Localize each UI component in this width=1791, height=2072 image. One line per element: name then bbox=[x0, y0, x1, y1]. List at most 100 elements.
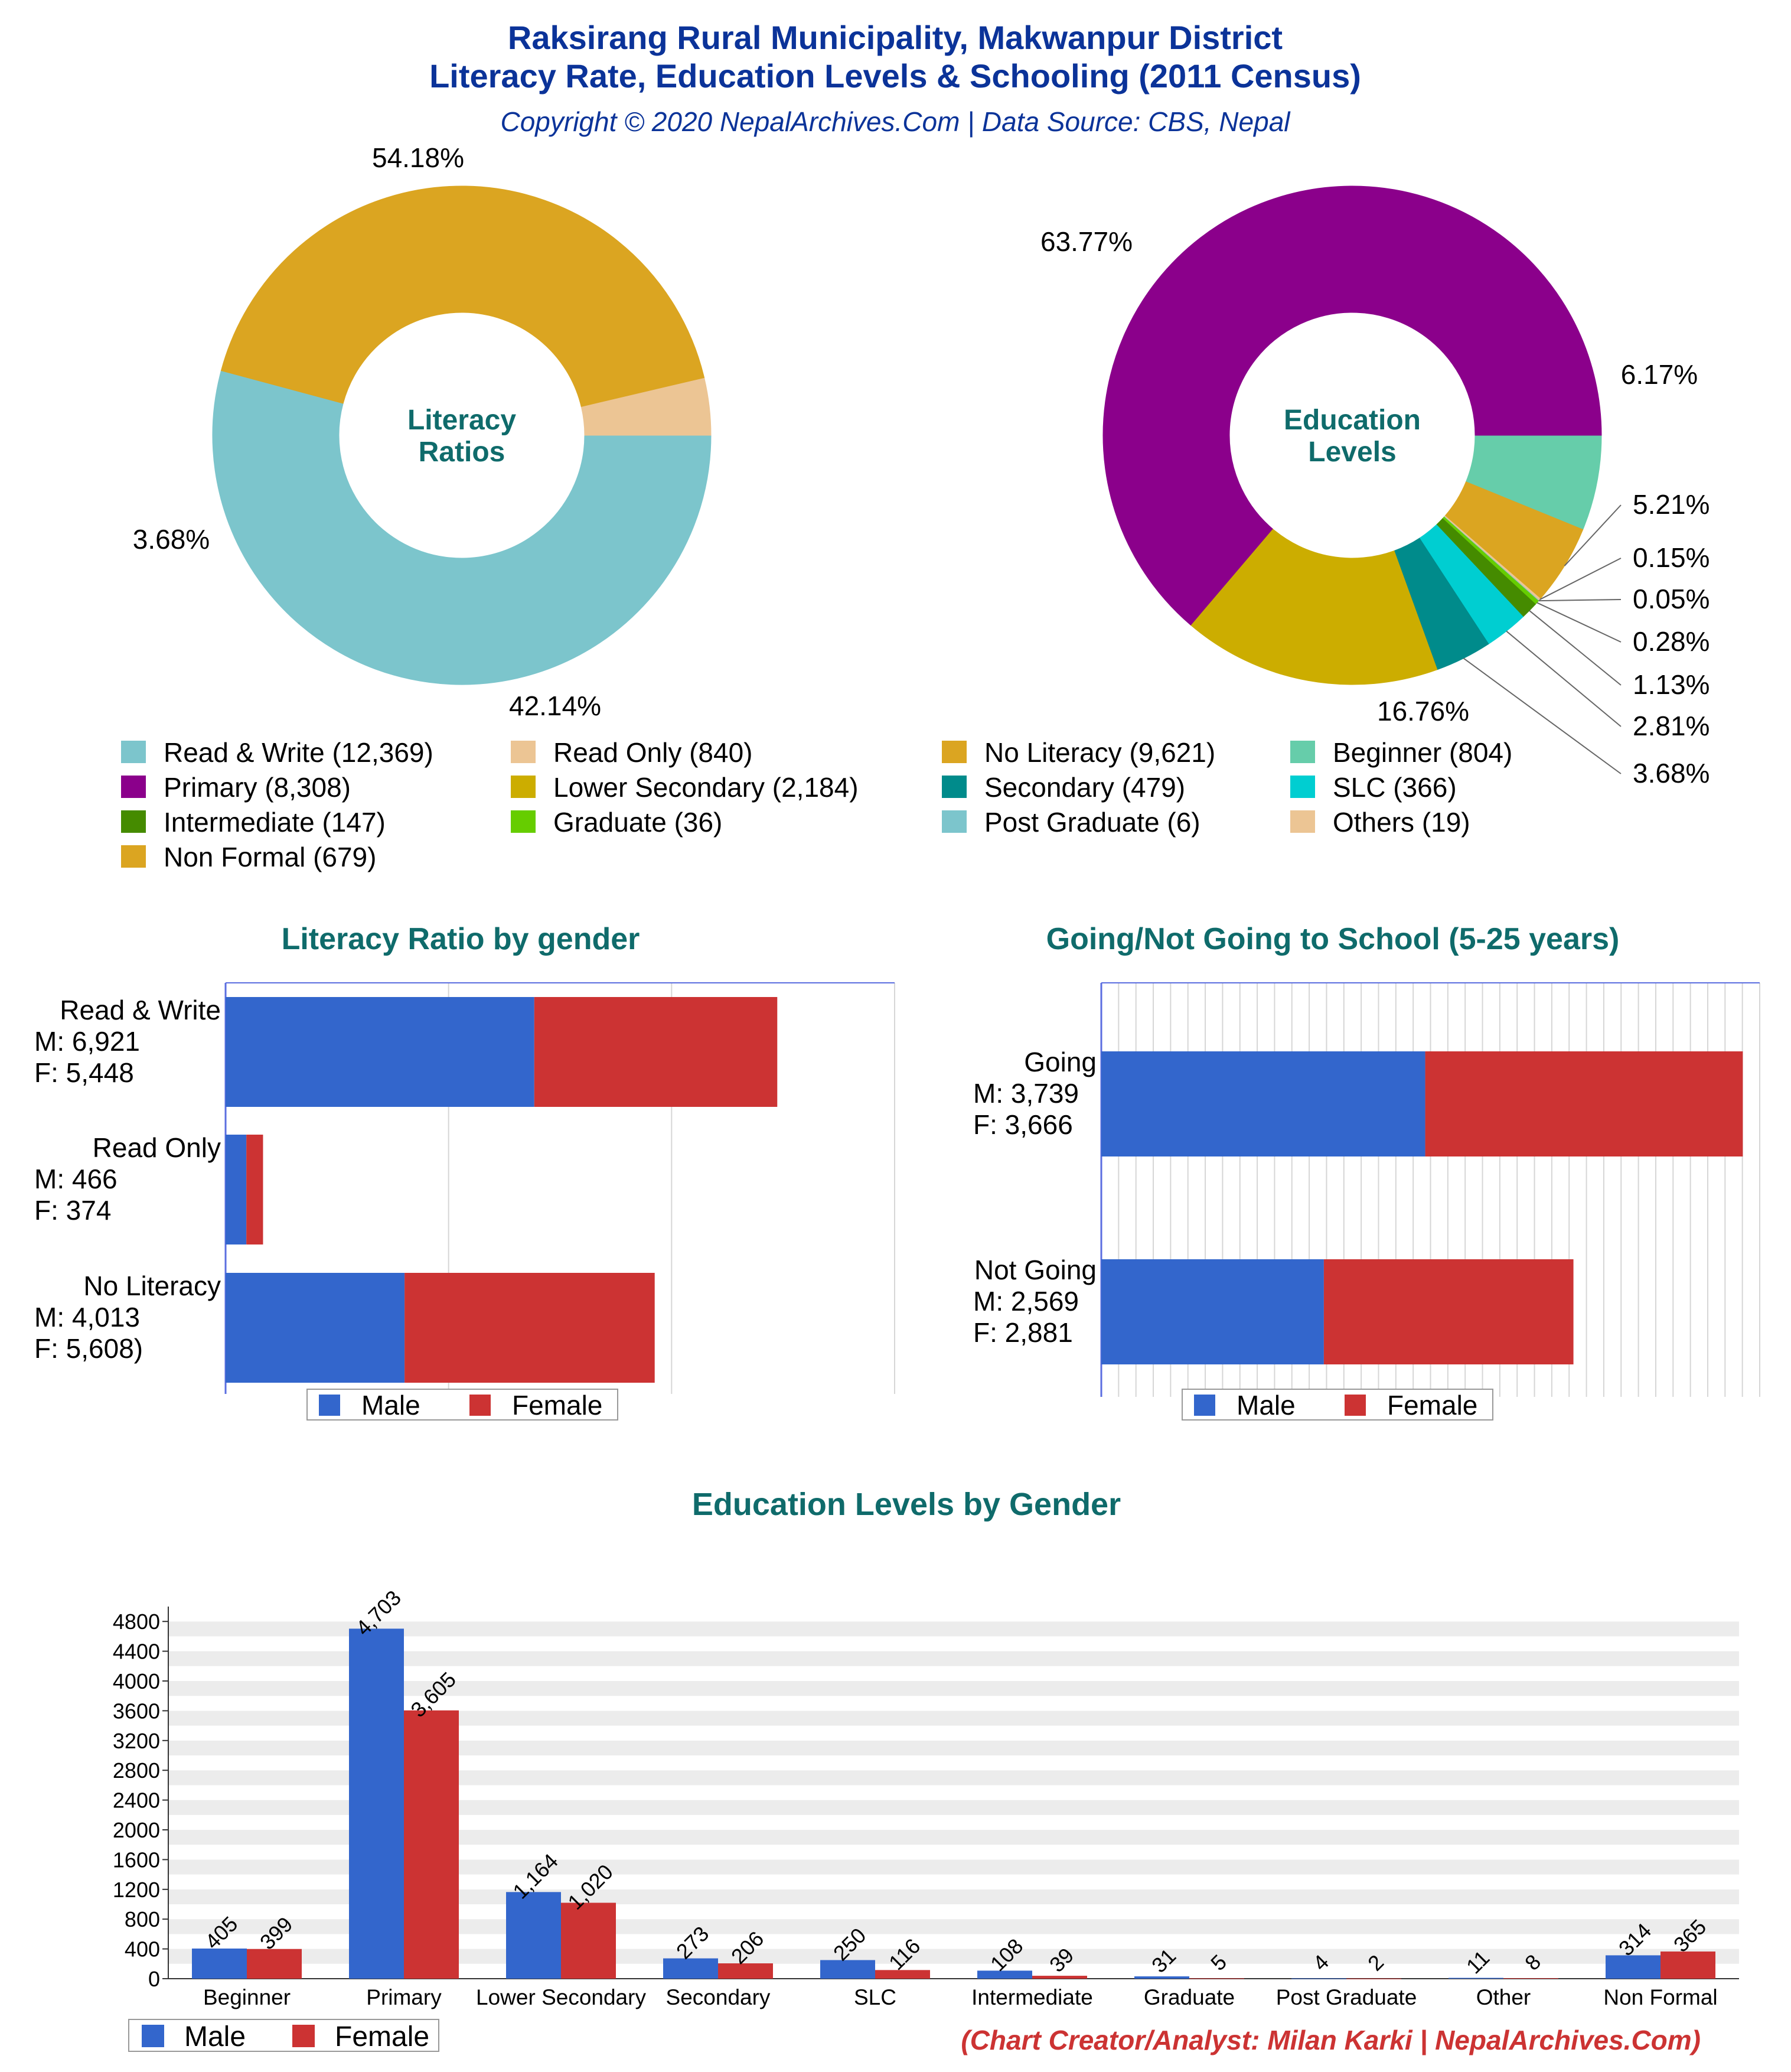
category-label: Read Only bbox=[93, 1132, 221, 1163]
x-tick-label: Other bbox=[1476, 1985, 1531, 2009]
legend-swatch bbox=[121, 845, 146, 868]
category-label: M: 466 bbox=[34, 1164, 118, 1194]
donut-slice-lower-secondary bbox=[1190, 528, 1438, 685]
donut-percent-label: 16.76% bbox=[1377, 696, 1469, 726]
legend-swatch bbox=[142, 2025, 164, 2047]
legend-swatch bbox=[469, 1395, 491, 1416]
donut-percent-label: 5.21% bbox=[1633, 489, 1710, 520]
legend-swatch bbox=[942, 810, 967, 833]
legend-swatch bbox=[942, 741, 967, 763]
chart-legend-box bbox=[128, 2019, 439, 2052]
legend-swatch bbox=[121, 810, 146, 833]
legend-swatch bbox=[1290, 776, 1315, 798]
legend-label: Intermediate (147) bbox=[164, 807, 386, 838]
grid-band bbox=[168, 1696, 1739, 1711]
legend-swatch bbox=[1290, 741, 1315, 763]
y-tick-label: 3600 bbox=[113, 1699, 160, 1723]
legend-label: Beginner (804) bbox=[1333, 737, 1512, 768]
donut-percent-label: 6.17% bbox=[1621, 359, 1698, 390]
leader-line bbox=[1538, 599, 1622, 602]
bar-male bbox=[226, 1273, 405, 1383]
donut-center-label-line2: Ratios bbox=[419, 436, 505, 468]
donut-percent-label: 54.18% bbox=[372, 142, 464, 173]
legend-label: Post Graduate (6) bbox=[984, 807, 1200, 838]
category-label: No Literacy bbox=[83, 1270, 221, 1301]
bar-female bbox=[1032, 1976, 1087, 1979]
legend-label: No Literacy (9,621) bbox=[984, 737, 1215, 768]
bar-female bbox=[561, 1902, 616, 1979]
category-label: M: 2,569 bbox=[973, 1286, 1079, 1317]
donut-percent-label: 0.05% bbox=[1633, 584, 1710, 614]
main-title-line1: Raksirang Rural Municipality, Makwanpur … bbox=[508, 19, 1283, 56]
donut-percent-label: 3.68% bbox=[1633, 758, 1710, 789]
leader-line bbox=[1536, 602, 1622, 643]
education-gender-title: Education Levels by Gender bbox=[692, 1487, 1121, 1522]
donut-slice-read-write bbox=[212, 370, 712, 685]
donut-percent-label: 3.68% bbox=[133, 524, 210, 555]
bar-male bbox=[506, 1892, 561, 1979]
grid-band bbox=[168, 1607, 1739, 1622]
category-label: M: 3,739 bbox=[973, 1078, 1079, 1109]
category-label: Not Going bbox=[974, 1255, 1097, 1285]
donut-center-label-line1: Education bbox=[1284, 405, 1421, 436]
donut-percent-label: 1.13% bbox=[1633, 669, 1710, 700]
bar-male bbox=[226, 997, 534, 1107]
donut-percent-label: 0.28% bbox=[1633, 626, 1710, 657]
category-label: Going bbox=[1024, 1047, 1097, 1077]
category-label: F: 3,666 bbox=[973, 1109, 1073, 1140]
credit-line: (Chart Creator/Analyst: Milan Karki | Ne… bbox=[961, 2025, 1701, 2055]
category-label: M: 4,013 bbox=[34, 1302, 140, 1333]
bar-male bbox=[1449, 1977, 1503, 1979]
category-label: F: 5,608) bbox=[34, 1333, 143, 1364]
legend-label: Read Only (840) bbox=[553, 737, 753, 768]
copyright-line: Copyright © 2020 NepalArchives.Com | Dat… bbox=[500, 106, 1291, 137]
bar-female bbox=[718, 1963, 773, 1979]
legend-label: Read & Write (12,369) bbox=[164, 737, 433, 768]
bar-female bbox=[404, 1710, 459, 1979]
y-tick-label: 1200 bbox=[113, 1878, 160, 1902]
leader-line bbox=[1506, 630, 1622, 727]
leader-line bbox=[1539, 558, 1622, 601]
category-label: F: 2,881 bbox=[973, 1317, 1073, 1348]
legend-label: Female bbox=[1387, 1390, 1477, 1421]
donut-center-label-line2: Levels bbox=[1308, 436, 1396, 468]
y-tick-label: 800 bbox=[125, 1907, 160, 1931]
legend-swatch bbox=[1290, 810, 1315, 833]
x-tick-label: Intermediate bbox=[971, 1985, 1093, 2009]
x-tick-label: Lower Secondary bbox=[476, 1985, 646, 2009]
bar-male bbox=[1101, 1051, 1425, 1156]
school-going-title: Going/Not Going to School (5-25 years) bbox=[1046, 922, 1620, 956]
donut-percent-label: 2.81% bbox=[1633, 711, 1710, 741]
bar-male bbox=[226, 1135, 247, 1244]
legend-swatch bbox=[121, 741, 146, 763]
bar-female bbox=[534, 997, 778, 1107]
legend-label: Others (19) bbox=[1333, 807, 1470, 838]
bar-male bbox=[663, 1958, 718, 1979]
y-tick-label: 1600 bbox=[113, 1848, 160, 1872]
bar-male bbox=[1134, 1976, 1189, 1979]
legend-label: Graduate (36) bbox=[553, 807, 722, 838]
legend-label: Male bbox=[1237, 1390, 1296, 1421]
bar-male bbox=[349, 1628, 404, 1979]
legend-label: Lower Secondary (2,184) bbox=[553, 772, 859, 803]
x-tick-label: Non Formal bbox=[1603, 1985, 1717, 2009]
grid-band bbox=[168, 1621, 1739, 1637]
bar-female bbox=[247, 1949, 302, 1979]
x-tick-label: Primary bbox=[366, 1985, 442, 2009]
x-tick-label: Beginner bbox=[203, 1985, 291, 2009]
donut-percent-label: 0.15% bbox=[1633, 542, 1710, 573]
y-tick-label: 0 bbox=[148, 1967, 160, 1991]
legend-swatch bbox=[511, 741, 536, 763]
leader-line bbox=[1463, 657, 1622, 774]
x-tick-label: Post Graduate bbox=[1276, 1985, 1417, 2009]
grid-band bbox=[168, 1636, 1739, 1651]
category-label: Read & Write bbox=[60, 995, 221, 1025]
donut-legend: Read & Write (12,369) Read Only (840) No L… bbox=[121, 737, 1512, 872]
category-label: F: 374 bbox=[34, 1195, 111, 1226]
bar-male bbox=[192, 1948, 247, 1979]
legend-label: Female bbox=[512, 1390, 602, 1421]
grid-band bbox=[168, 1666, 1739, 1681]
